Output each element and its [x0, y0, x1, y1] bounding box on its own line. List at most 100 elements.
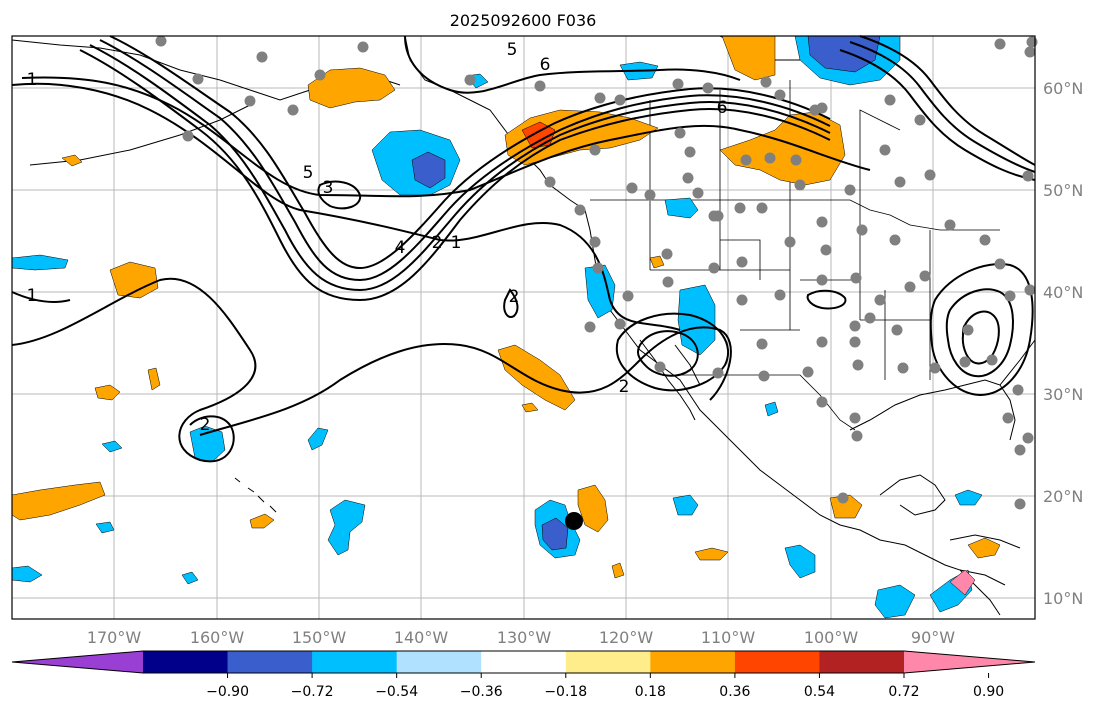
latitude-label: 60°N [1043, 79, 1083, 98]
station-dot [929, 362, 941, 374]
station-dot [844, 184, 856, 196]
contour-label: 6 [717, 98, 728, 118]
latitude-label: 20°N [1043, 487, 1083, 506]
station-dot [1022, 432, 1034, 444]
contour-18 [503, 288, 519, 318]
latitude-label: 10°N [1043, 589, 1083, 608]
station-dot [1002, 412, 1014, 424]
station-dot [851, 430, 863, 442]
shade-deepblue-gulf-alaska [411, 151, 446, 189]
station-dot [850, 272, 862, 284]
longitude-label: 90°W [911, 628, 955, 647]
station-dot [534, 80, 546, 92]
border-canada-provinces [649, 80, 901, 200]
colorbar-tick-label: −0.18 [544, 684, 587, 700]
contour-label: 1 [27, 70, 38, 90]
station-dot [849, 320, 861, 332]
station-dot [256, 51, 268, 63]
colorbar-tick-label: 0.54 [804, 684, 835, 700]
contour-label: 5 [507, 40, 518, 60]
shade-orange-west-edge [11, 481, 106, 521]
station-dot [760, 76, 772, 88]
contour-label: 5 [303, 163, 314, 183]
colorbar-extend-low [12, 651, 143, 673]
contour-label: 1 [451, 233, 462, 253]
station-dot [192, 73, 204, 85]
station-dot [774, 289, 786, 301]
contour-14 [961, 310, 1000, 365]
station-dot [661, 248, 673, 260]
colorbar-segment [227, 651, 313, 673]
colorbar-tick-label: −0.54 [375, 684, 418, 700]
contour-8 [11, 277, 257, 463]
colorbar-segment [734, 651, 820, 673]
contour-label: 2 [200, 415, 211, 435]
colorbar-segment [819, 651, 905, 673]
station-dot [924, 169, 936, 181]
colorbar-tick-label: −0.72 [291, 684, 334, 700]
colorbar-tick-label: −0.90 [206, 684, 249, 700]
station-dot [708, 262, 720, 274]
station-dot [594, 92, 606, 104]
station-dot [155, 35, 167, 47]
shade-orange-alaska [307, 67, 396, 109]
longitude-label: 150°W [292, 628, 347, 647]
map-panel: 1 1 2 3 4 5 5 6 6 2 1 2 2 [11, 35, 1038, 620]
station-dot [584, 321, 596, 333]
shade-blue-small-5 [95, 521, 115, 534]
contour-9 [199, 326, 732, 436]
station-dot [816, 396, 828, 408]
shade-orange-small-7 [521, 402, 539, 413]
station-dot [962, 324, 974, 336]
station-dot [589, 236, 601, 248]
station-dot [889, 234, 901, 246]
station-dot [849, 336, 861, 348]
longitude-label: 120°W [599, 628, 654, 647]
station-dot [904, 281, 916, 293]
contour-label: 6 [540, 55, 551, 75]
station-dot [1012, 384, 1024, 396]
station-dot [816, 336, 828, 348]
colorbar-segment [396, 651, 482, 673]
station-dot [756, 338, 768, 350]
contour-label: 2 [619, 377, 630, 397]
shade-blue-mexico-south [784, 544, 816, 579]
shade-blue-small-6 [101, 440, 123, 453]
shade-blue-small-11 [764, 401, 779, 417]
colorbar-segment [565, 651, 651, 673]
station-dot [734, 202, 746, 214]
map-frame [11, 35, 1036, 620]
colorbar-tick-label: 0.36 [719, 684, 750, 700]
station-dot [736, 256, 748, 268]
contour-label: 2 [509, 287, 520, 307]
station-dot [919, 270, 931, 282]
contour-lines [11, 35, 1036, 463]
longitude-label: 170°W [87, 628, 142, 647]
contour-5 [99, 39, 831, 282]
station-dot [914, 114, 926, 126]
station-dot [884, 94, 896, 106]
shade-blue-mid-pacific [327, 499, 366, 556]
station-dot [1014, 444, 1026, 456]
colorbar-tick-label: −0.36 [460, 684, 503, 700]
contour-16 [849, 41, 1036, 173]
station-dot [959, 356, 971, 368]
station-dot [849, 412, 861, 424]
colorbar: −0.90 −0.72 −0.54 −0.36 −0.18 0.18 0.36 0.54 0.7… [11, 650, 1036, 700]
station-dot [287, 104, 299, 116]
station-dot [357, 41, 369, 53]
station-dot [784, 236, 796, 248]
longitude-label: 160°W [190, 628, 245, 647]
stations [155, 35, 1038, 510]
shade-orange-swpacific [577, 484, 609, 533]
latitude-label: 40°N [1043, 283, 1083, 302]
shade-blue-arizona [677, 284, 716, 356]
station-dot [879, 144, 891, 156]
shade-orange-yucatan [967, 537, 1001, 559]
station-dot [794, 179, 806, 191]
shade-blue-small-4 [307, 427, 329, 451]
station-dot [758, 370, 770, 382]
station-dot [712, 367, 724, 379]
longitude-label: 140°W [394, 628, 449, 647]
contour-15 [839, 49, 1036, 181]
